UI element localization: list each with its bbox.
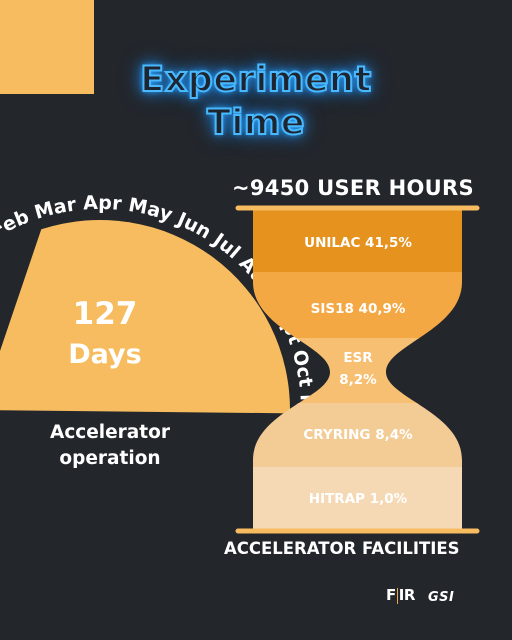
hourglass-label-5: HITRAP 1,0% — [309, 491, 408, 507]
band-hitrap — [253, 467, 462, 529]
days-label: Days — [68, 339, 142, 370]
hourglass-label-0: UNILAC 41,5% — [304, 235, 412, 251]
days-value: 127 — [72, 296, 138, 332]
band-esr — [253, 338, 462, 404]
corner-square — [0, 0, 94, 94]
band-cryring — [253, 403, 462, 468]
hourglass-label-1: SIS18 40,9% — [311, 301, 406, 317]
title-line-2: Time — [206, 102, 306, 144]
band-sis18 — [253, 272, 462, 339]
month-label-apr: Apr — [83, 192, 130, 216]
hourglass-label-4: CRYRING 8,4% — [303, 427, 413, 443]
hourglass-label-2: ESR — [343, 350, 373, 366]
title-line-1: Experiment — [139, 59, 372, 101]
user-hours-title: ~9450 USER HOURS — [232, 176, 474, 200]
operation-days-slice — [0, 220, 290, 414]
hourglass-label-3: 8,2% — [339, 372, 377, 388]
fair-logo: F IR — [386, 586, 415, 604]
caption-line-2: operation — [59, 448, 161, 469]
caption-line-1: Accelerator — [50, 422, 170, 443]
gsi-logo: GSI — [428, 590, 455, 605]
accelerator-operation-caption: Accelerator operation — [20, 420, 200, 472]
accelerator-facilities-label: ACCELERATOR FACILITIES — [224, 539, 460, 558]
band-unilac — [253, 210, 462, 273]
